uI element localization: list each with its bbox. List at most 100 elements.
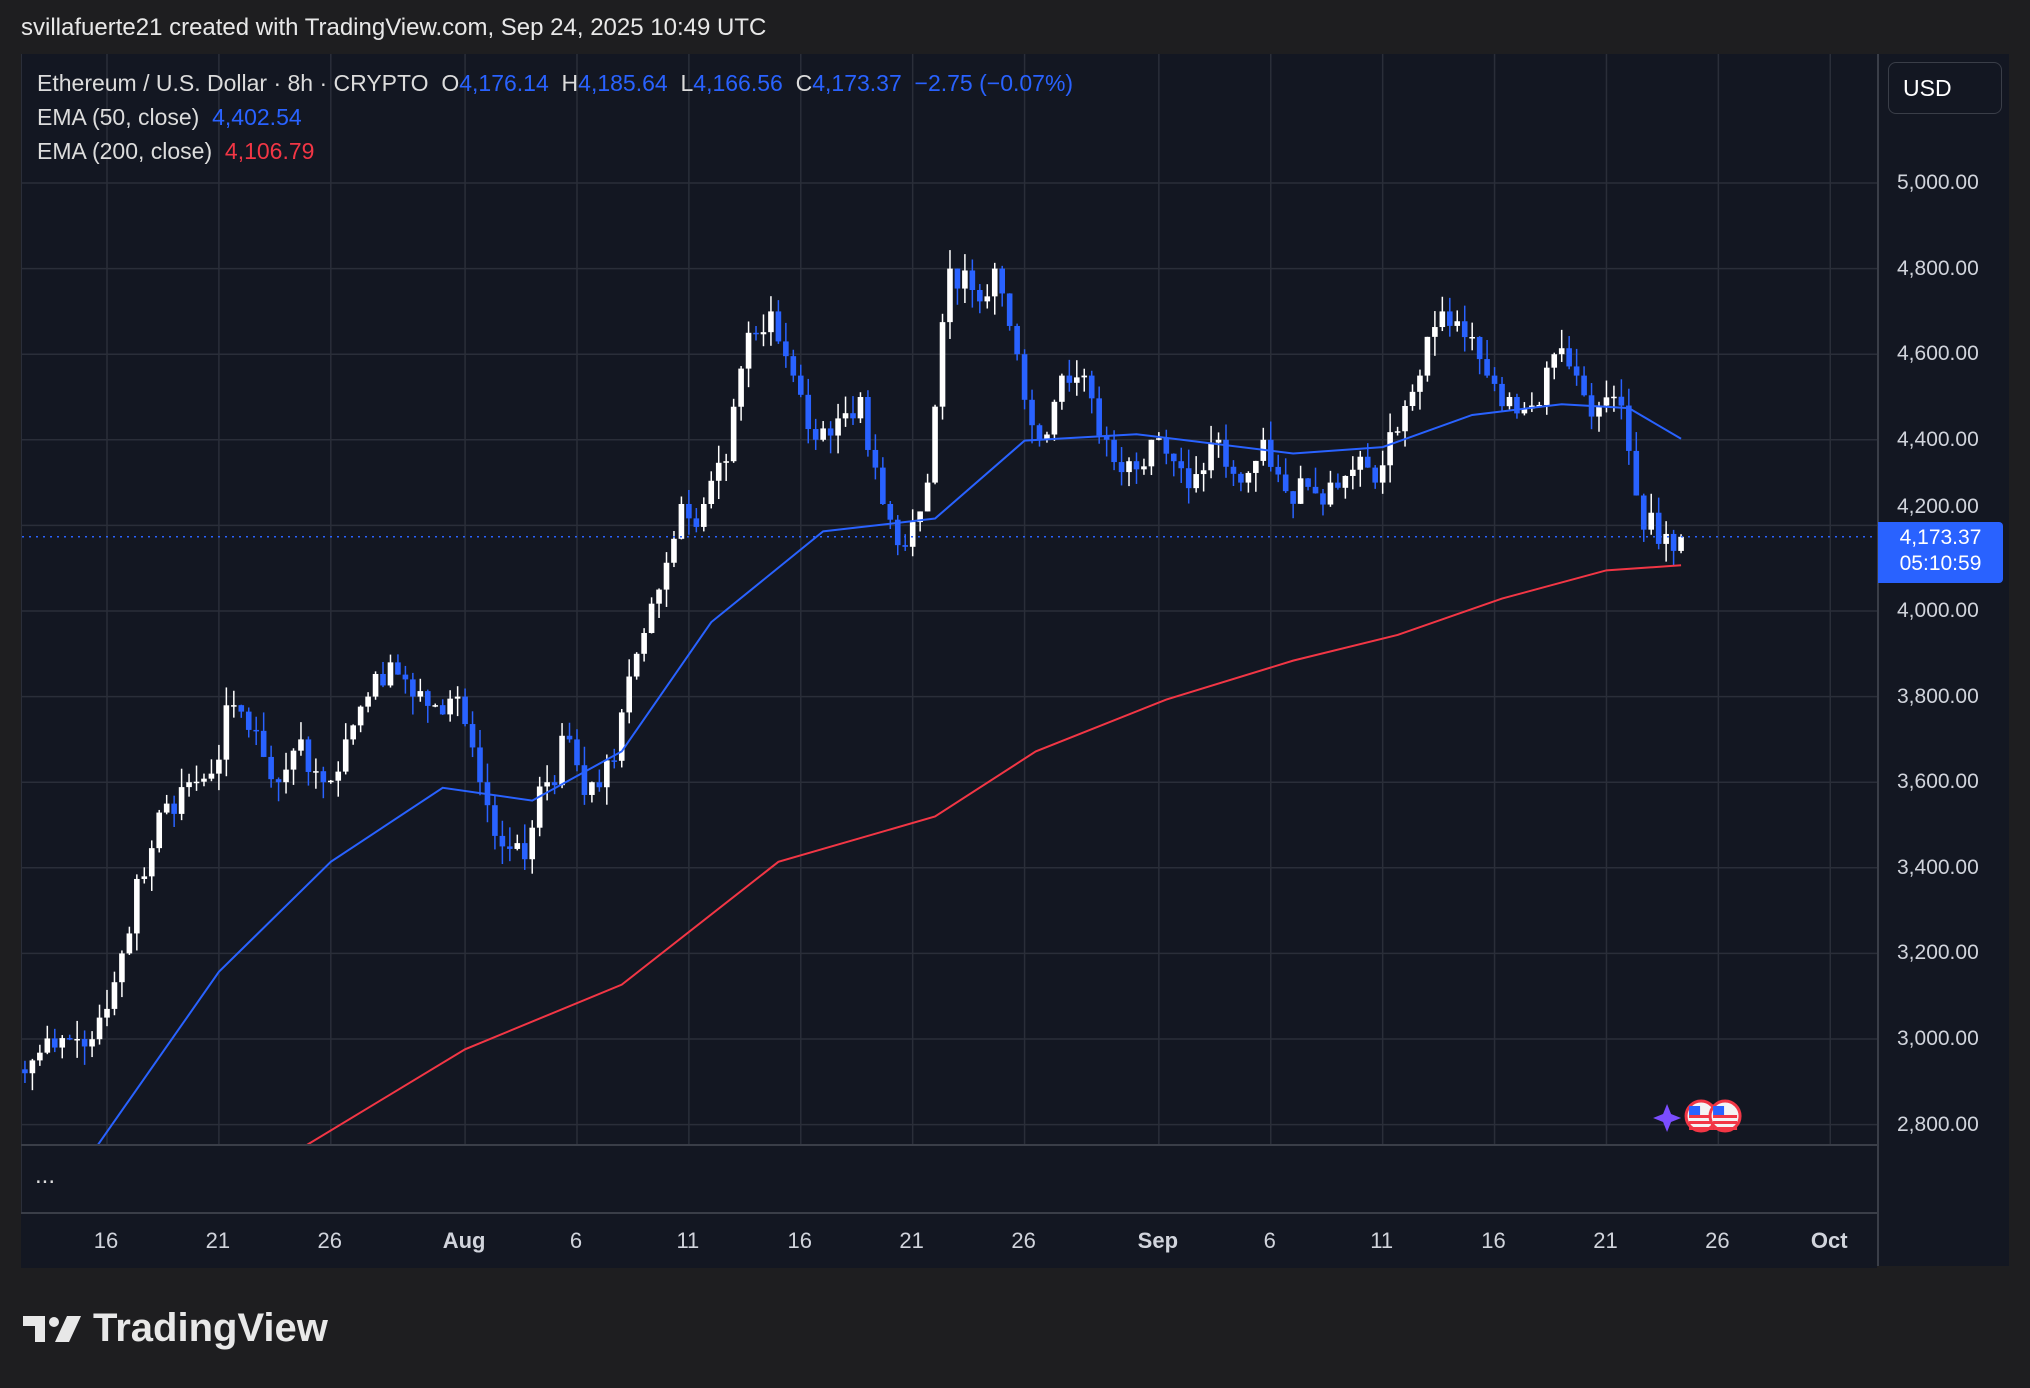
candle-down [574,739,580,766]
candle-up [1379,465,1386,483]
candle-up [835,418,841,436]
candle-up [372,673,379,697]
candle-down [887,504,894,520]
candle-up [29,1060,36,1074]
candle-up [618,712,625,761]
low-label: L [680,70,694,96]
candle-down [969,270,976,290]
candle-down [1372,467,1378,483]
candle-up [917,511,923,523]
candle-up [1044,434,1050,440]
candle-up [1208,442,1214,471]
time-tick-label: 26 [1705,1228,1730,1253]
candle-down [954,268,961,289]
time-axis[interactable]: 16 21 26 Aug 6 11 16 21 26 Sep 6 11 16 21 26 Oct [21,1212,1877,1268]
ema200-legend[interactable]: EMA (200, close) 4,106.79 [37,138,314,165]
candle-down [596,782,603,788]
flag-stripe [1689,1127,1714,1130]
candle-up [1551,354,1558,368]
lower-pane[interactable]: ... [21,1144,1877,1214]
candle-up [59,1038,66,1048]
candle-down [275,779,282,783]
candle-up [626,676,632,713]
candle-up [1536,404,1543,407]
ema50-legend[interactable]: EMA (50, close) 4,402.54 [37,104,302,131]
candle-down [395,662,401,675]
chart-pane[interactable]: Ethereum / U.S. Dollar · 8h · CRYPTO O 4,… [21,54,1878,1212]
ema50-line [97,403,1682,1144]
candle-up [924,482,931,512]
candle-up [126,933,133,954]
candle-up [193,781,200,784]
candle-down [238,705,245,712]
candle-up [357,706,364,726]
close-value: 4,173.37 [812,70,902,96]
candle-up [1387,432,1393,466]
candle-down [477,747,483,783]
candle-up [604,760,610,788]
price-axis[interactable]: 5,000.00 4,800.00 4,600.00 4,400.00 4,200.00… [1877,54,2009,1266]
candle-up [633,653,640,677]
price-tick-label: 3,400.00 [1897,855,1979,879]
candle-up [313,771,319,773]
candle-down [260,730,267,757]
candle-down [66,1038,73,1040]
candle-down [805,394,812,430]
flag-stripe [1689,1121,1714,1124]
candle-down [902,545,909,547]
candle-down [1633,450,1640,496]
candle-up [163,803,170,813]
time-tick-label: 6 [1263,1228,1276,1253]
candle-down [1185,468,1192,489]
candle-up [454,696,461,699]
candle-up [1215,439,1222,443]
candle-up [1596,405,1602,417]
symbol-legend: Ethereum / U.S. Dollar · 8h · CRYPTO O 4,… [37,70,1073,97]
candle-down [693,518,700,527]
candle-down [611,760,618,762]
candle-up [544,782,550,787]
candle-up [298,739,304,751]
candle-down [1029,399,1035,426]
candle-down [1111,439,1117,463]
candle-up [1424,336,1431,376]
candle-down [999,268,1005,294]
candle-up [857,397,864,419]
currency-button[interactable]: USD [1888,62,2002,114]
candle-up [74,1039,80,1041]
candle-up [589,782,595,795]
candle-down [1514,397,1520,414]
flag-stripe [1689,1115,1714,1118]
candle-up [842,413,849,419]
candle-up [1245,472,1252,483]
symbol-name[interactable]: Ethereum / U.S. Dollar · 8h · CRYPTO [37,70,429,96]
tradingview-logo[interactable]: TradingView [23,1306,328,1351]
pane-more-button[interactable]: ... [35,1162,56,1189]
candle-up [641,632,647,654]
candle-up [1409,391,1416,406]
candle-up [1439,311,1446,328]
time-tick-label: 21 [1593,1228,1618,1253]
price-chart[interactable] [22,54,1878,1144]
candle-up [104,1008,110,1018]
flag-stripe [1713,1115,1738,1118]
candle-up [738,368,744,407]
ema50-label: EMA (50, close) [37,104,200,130]
sparkle-event-icon [1653,1104,1682,1132]
open-label: O [441,70,460,96]
time-tick-label: 11 [676,1228,700,1253]
candle-down [686,504,692,519]
candle-up [350,725,356,740]
candle-down [1491,375,1498,384]
candle-down [812,429,819,440]
candle-down [1290,491,1296,504]
candle-up [1126,461,1132,473]
candle-up [1506,397,1513,407]
candle-down [424,691,431,706]
candle-up [119,953,125,983]
candle-down [1021,354,1028,400]
candle-down [1118,462,1125,473]
candle-down [253,729,259,732]
flag-stripe [1713,1121,1738,1124]
candle-up [1648,512,1655,530]
